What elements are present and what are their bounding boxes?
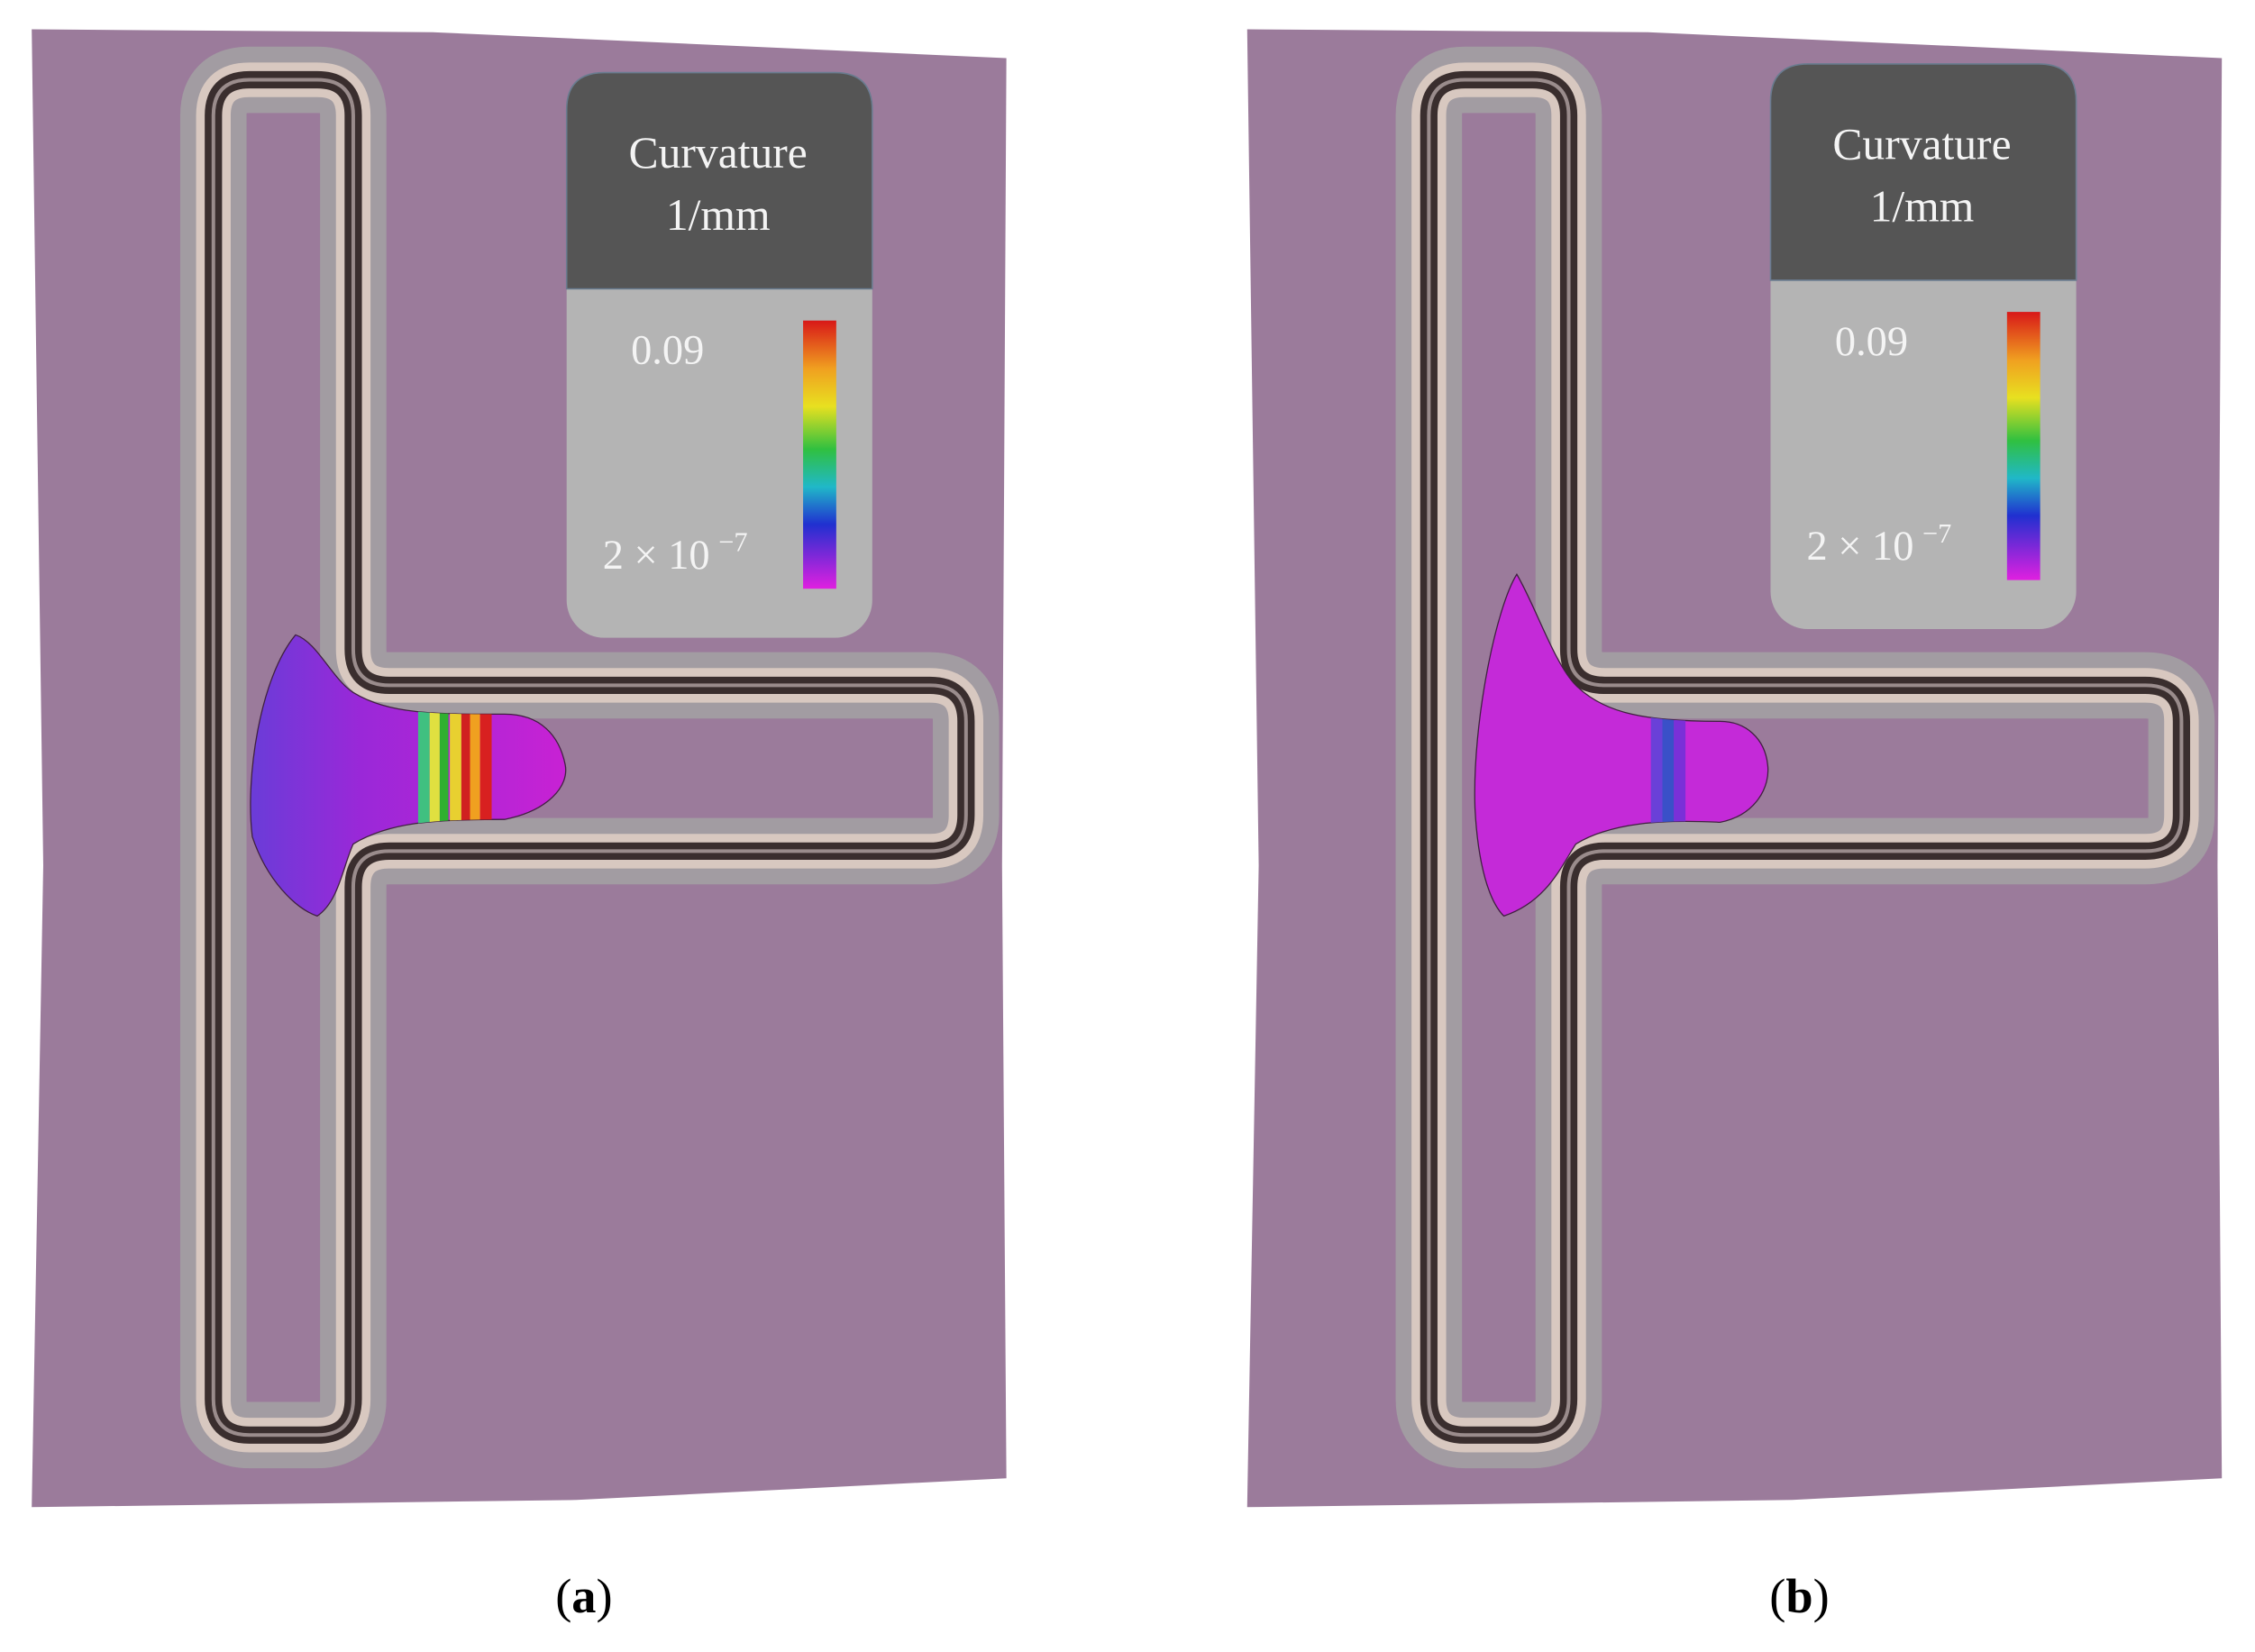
caption-letter: b <box>1785 1569 1812 1623</box>
tube-highlight <box>211 78 968 1438</box>
panel: Curvature 1/mm 0.09 2 × 10 −7 (a) <box>32 29 1007 1623</box>
legend-min-base: 2 × 10 <box>1806 524 1913 570</box>
legend-unit: 1/mm <box>1870 181 1975 231</box>
caption: (a) <box>555 1569 612 1623</box>
legend-max: 0.09 <box>1835 319 1908 365</box>
colorbar <box>803 320 836 589</box>
legend-unit: 1/mm <box>666 190 771 240</box>
bubble-band <box>470 692 480 837</box>
legend-max: 0.09 <box>631 328 704 374</box>
tube-highlight <box>1427 78 2184 1438</box>
legend-header <box>565 71 873 290</box>
bubble-band <box>429 692 440 837</box>
caption: (b) <box>1769 1569 1829 1623</box>
caption-open: ( <box>555 1569 571 1623</box>
legend-min: 2 × 10 −7 <box>1806 518 1951 570</box>
legend-title: Curvature <box>1832 120 2011 169</box>
legend-min-exponent: −7 <box>1922 518 1951 549</box>
legend-min: 2 × 10 −7 <box>603 527 748 579</box>
bubble <box>1474 573 1769 917</box>
caption-letter: a <box>571 1569 596 1623</box>
bubble-band <box>479 692 492 837</box>
bubble-band <box>417 692 430 837</box>
bubble-band <box>1650 692 1663 837</box>
bubble-band <box>1674 692 1686 837</box>
legend: Curvature 1/mm 0.09 2 × 10 −7 <box>1769 63 2077 630</box>
caption-close: ) <box>596 1569 612 1623</box>
legend: Curvature 1/mm 0.09 2 × 10 −7 <box>565 71 873 638</box>
legend-min-base: 2 × 10 <box>603 533 710 579</box>
legend-header <box>1769 63 2077 281</box>
colorbar <box>2006 312 2040 580</box>
legend-min-exponent: −7 <box>718 527 747 558</box>
legend-title: Curvature <box>629 128 808 178</box>
bubble-band <box>439 692 449 837</box>
bubble-band <box>461 692 470 837</box>
bubble-band <box>450 692 461 837</box>
panel: Curvature 1/mm 0.09 2 × 10 −7 (b) <box>1246 29 2223 1623</box>
caption-close: ) <box>1813 1569 1830 1623</box>
caption-open: ( <box>1769 1569 1785 1623</box>
bubble-band <box>1662 692 1675 837</box>
